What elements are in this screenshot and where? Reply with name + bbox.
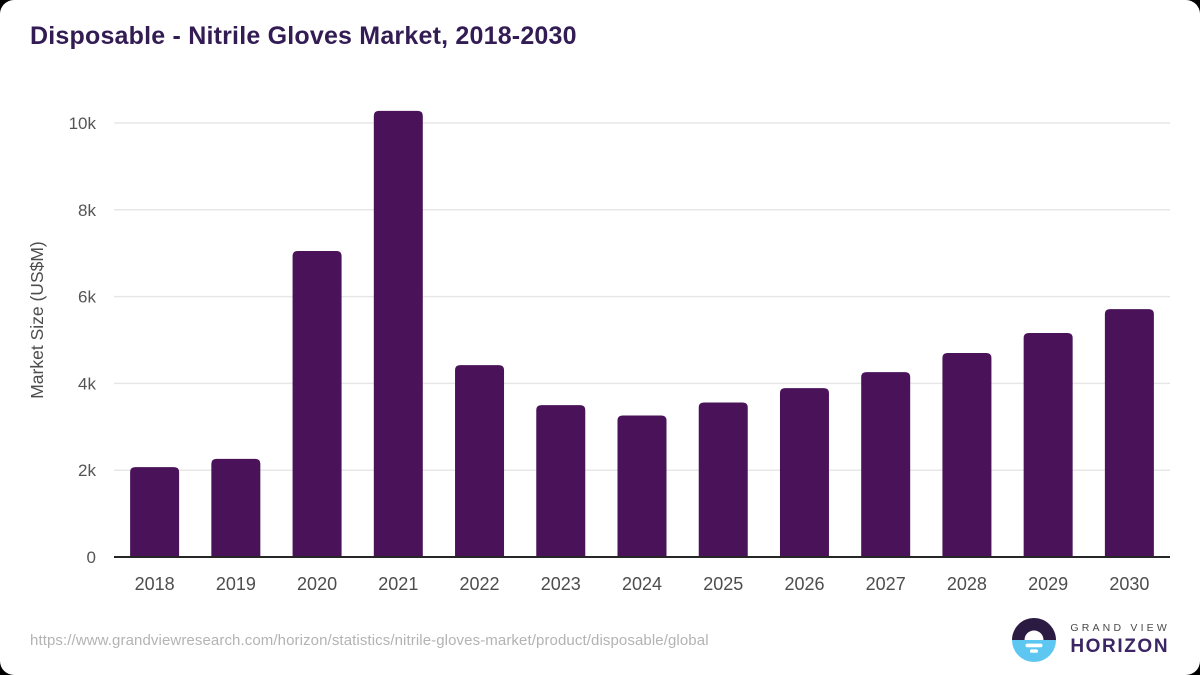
bar-2023[interactable] — [536, 405, 586, 557]
y-tick-label-8k: 8k — [78, 201, 96, 220]
y-tick-label-0: 0 — [87, 548, 96, 567]
y-tick-label-10k: 10k — [69, 114, 97, 133]
bar-2027[interactable] — [861, 372, 911, 557]
chart-title: Disposable - Nitrile Gloves Market, 2018… — [30, 22, 577, 50]
x-tick-label-2019: 2019 — [216, 574, 256, 594]
horizon-logo: GRAND VIEW HORIZON — [1011, 617, 1170, 663]
y-tick-label-2k: 2k — [78, 461, 96, 480]
bar-2025[interactable] — [698, 402, 748, 557]
x-tick-label-2027: 2027 — [866, 574, 906, 594]
y-axis-title: Market Size (US$M) — [27, 241, 47, 399]
logo-product-name: HORIZON — [1070, 636, 1170, 657]
x-tick-label-2018: 2018 — [135, 574, 175, 594]
bar-2021[interactable] — [373, 110, 423, 558]
bar-2018[interactable] — [130, 467, 180, 557]
x-tick-label-2025: 2025 — [703, 574, 743, 594]
x-tick-label-2020: 2020 — [297, 574, 337, 594]
logo-brand-name: GRAND VIEW — [1070, 622, 1170, 634]
bar-2026[interactable] — [779, 388, 829, 557]
bar-2028[interactable] — [942, 353, 992, 557]
bar-2024[interactable] — [617, 415, 667, 557]
bar-chart: 0 2k 4k 6k 8k 10k Market Size (US$M) 2018 2019 20… — [27, 110, 1170, 594]
x-tick-label-2022: 2022 — [460, 574, 500, 594]
bar-2020[interactable] — [292, 251, 342, 557]
y-tick-label-4k: 4k — [78, 374, 96, 393]
x-tick-label-2029: 2029 — [1028, 574, 1068, 594]
horizon-logo-icon — [1012, 618, 1057, 662]
x-tick-label-2023: 2023 — [541, 574, 581, 594]
logo-text: GRAND VIEW HORIZON — [1070, 622, 1170, 658]
y-tick-label-6k: 6k — [78, 288, 96, 307]
x-tick-label-2030: 2030 — [1109, 574, 1149, 594]
sun-icon — [1024, 630, 1044, 640]
x-tick-label-2021: 2021 — [378, 574, 418, 594]
bar-2019[interactable] — [211, 458, 261, 557]
bar-2030[interactable] — [1104, 309, 1154, 557]
x-tick-label-2024: 2024 — [622, 574, 662, 594]
bar-2022[interactable] — [455, 365, 505, 557]
source-url: https://www.grandviewresearch.com/horizo… — [30, 631, 709, 649]
bar-2029[interactable] — [1023, 333, 1073, 557]
x-tick-label-2026: 2026 — [784, 574, 824, 594]
footer: https://www.grandviewresearch.com/horizo… — [0, 613, 1200, 675]
x-tick-label-2028: 2028 — [947, 574, 987, 594]
